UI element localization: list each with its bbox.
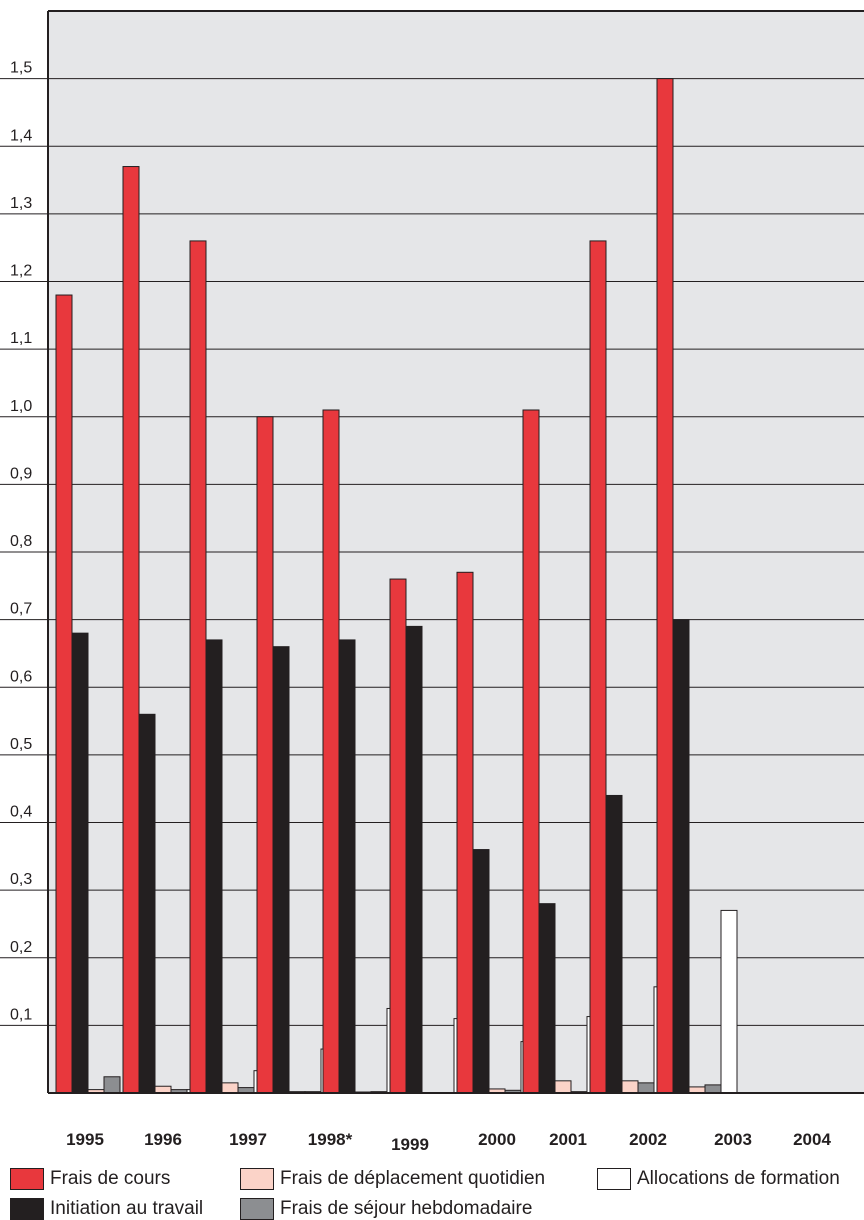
bar-frais-de-cours-1996 (122, 166, 140, 1094)
bar-frais-de-cours-1998 (256, 416, 274, 1094)
bar-frais-de-d-placement-quotidien-1996 (154, 1085, 172, 1094)
x-tick-label: 1996 (144, 1130, 182, 1149)
y-tick-label: 0,7 (10, 601, 32, 618)
y-tick-label: 0,4 (10, 804, 32, 821)
x-tick-label: 1995 (66, 1130, 104, 1149)
legend-label-allocations: Allocations de formation (637, 1168, 840, 1189)
legend-swatch-initiation (10, 1198, 44, 1220)
y-tick-label: 0,3 (10, 871, 32, 888)
legend-item-frais-de-cours: Frais de cours (10, 1168, 170, 1190)
bar-initiation-au-travail-1997 (205, 639, 223, 1094)
bar-frais-de-cours-2002 (522, 409, 540, 1094)
x-tick-label: 2003 (714, 1130, 752, 1149)
legend-label-frais-deplacement: Frais de déplacement quotidien (280, 1168, 546, 1189)
bar-frais-de-s-jour-hebdomadaire-1995 (103, 1076, 121, 1094)
legend-item-frais-sejour: Frais de séjour hebdomadaire (240, 1198, 532, 1220)
bar-frais-de-cours-2004 (656, 78, 674, 1094)
legend-swatch-frais-sejour (240, 1198, 274, 1220)
bar-initiation-au-travail-1995 (71, 632, 89, 1094)
y-tick-label: 1,5 (10, 60, 32, 77)
y-tick-label: 1,4 (10, 127, 32, 144)
bar-initiation-au-travail-2004 (672, 619, 690, 1094)
y-tick-label: 1,0 (10, 398, 32, 415)
bar-frais-de-cours-1999 (322, 409, 340, 1094)
legend-item-initiation: Initiation au travail (10, 1198, 203, 1220)
bar-initiation-au-travail-1998 (272, 646, 290, 1094)
legend-item-allocations: Allocations de formation (597, 1168, 840, 1190)
legend-item-frais-deplacement: Frais de déplacement quotidien (240, 1168, 545, 1190)
y-tick-label: 1,2 (10, 263, 32, 280)
legend-swatch-frais-de-cours (10, 1168, 44, 1190)
bar-frais-de-d-placement-quotidien-1997 (221, 1082, 239, 1094)
bar-frais-de-cours-2000 (389, 578, 407, 1094)
bar-initiation-au-travail-2000 (405, 625, 423, 1094)
x-tick-label: 2000 (478, 1130, 516, 1149)
bar-frais-de-d-placement-quotidien-2002 (554, 1080, 572, 1094)
legend-label-initiation: Initiation au travail (50, 1198, 204, 1219)
y-tick-label: 0,8 (10, 533, 32, 550)
x-tick-label: 2001 (549, 1130, 587, 1149)
x-tick-label: 1997 (229, 1130, 267, 1149)
y-tick-label: 1,1 (10, 330, 32, 347)
legend-swatch-allocations (597, 1168, 631, 1190)
y-tick-label: 0,9 (10, 465, 32, 482)
bar-initiation-au-travail-2001 (472, 849, 490, 1094)
y-tick-label: 0,1 (10, 1006, 32, 1023)
x-tick-label: 2002 (629, 1130, 667, 1149)
legend-swatch-frais-deplacement (240, 1168, 274, 1190)
y-tick-label: 0,2 (10, 939, 32, 956)
bar-frais-de-cours-1995 (55, 294, 73, 1094)
y-tick-label: 0,6 (10, 668, 32, 685)
x-tick-label: 2004 (793, 1130, 831, 1149)
y-tick-label: 1,3 (10, 195, 32, 212)
bar-frais-de-cours-2001 (456, 571, 474, 1094)
bar-initiation-au-travail-2002 (538, 903, 556, 1094)
bar-initiation-au-travail-2003 (605, 794, 623, 1094)
x-tick-label: 1998* (308, 1130, 353, 1149)
bar-frais-de-s-jour-hebdomadaire-2003 (637, 1082, 655, 1094)
bar-frais-de-s-jour-hebdomadaire-2004 (704, 1084, 722, 1094)
bar-frais-de-cours-2003 (589, 240, 607, 1094)
x-tick-label: 1999 (391, 1135, 429, 1154)
legend: Frais de cours Frais de déplacement quot… (0, 1168, 864, 1220)
bar-initiation-au-travail-1996 (138, 713, 156, 1094)
bar-allocations-de-formation-2004 (720, 909, 738, 1094)
legend-label-frais-de-cours: Frais de cours (50, 1168, 171, 1189)
bar-frais-de-cours-1997 (189, 240, 207, 1094)
bar-frais-de-d-placement-quotidien-2003 (621, 1080, 639, 1094)
y-tick-label: 0,5 (10, 736, 32, 753)
bar-chart: 0,1 0,2 0,3 0,4 0,5 0,6 0,7 0,8 0,9 1,0 1,1 1,2 1,3 1… (0, 10, 864, 1154)
legend-label-frais-sejour: Frais de séjour hebdomadaire (280, 1198, 533, 1219)
bar-initiation-au-travail-1999 (338, 639, 356, 1094)
